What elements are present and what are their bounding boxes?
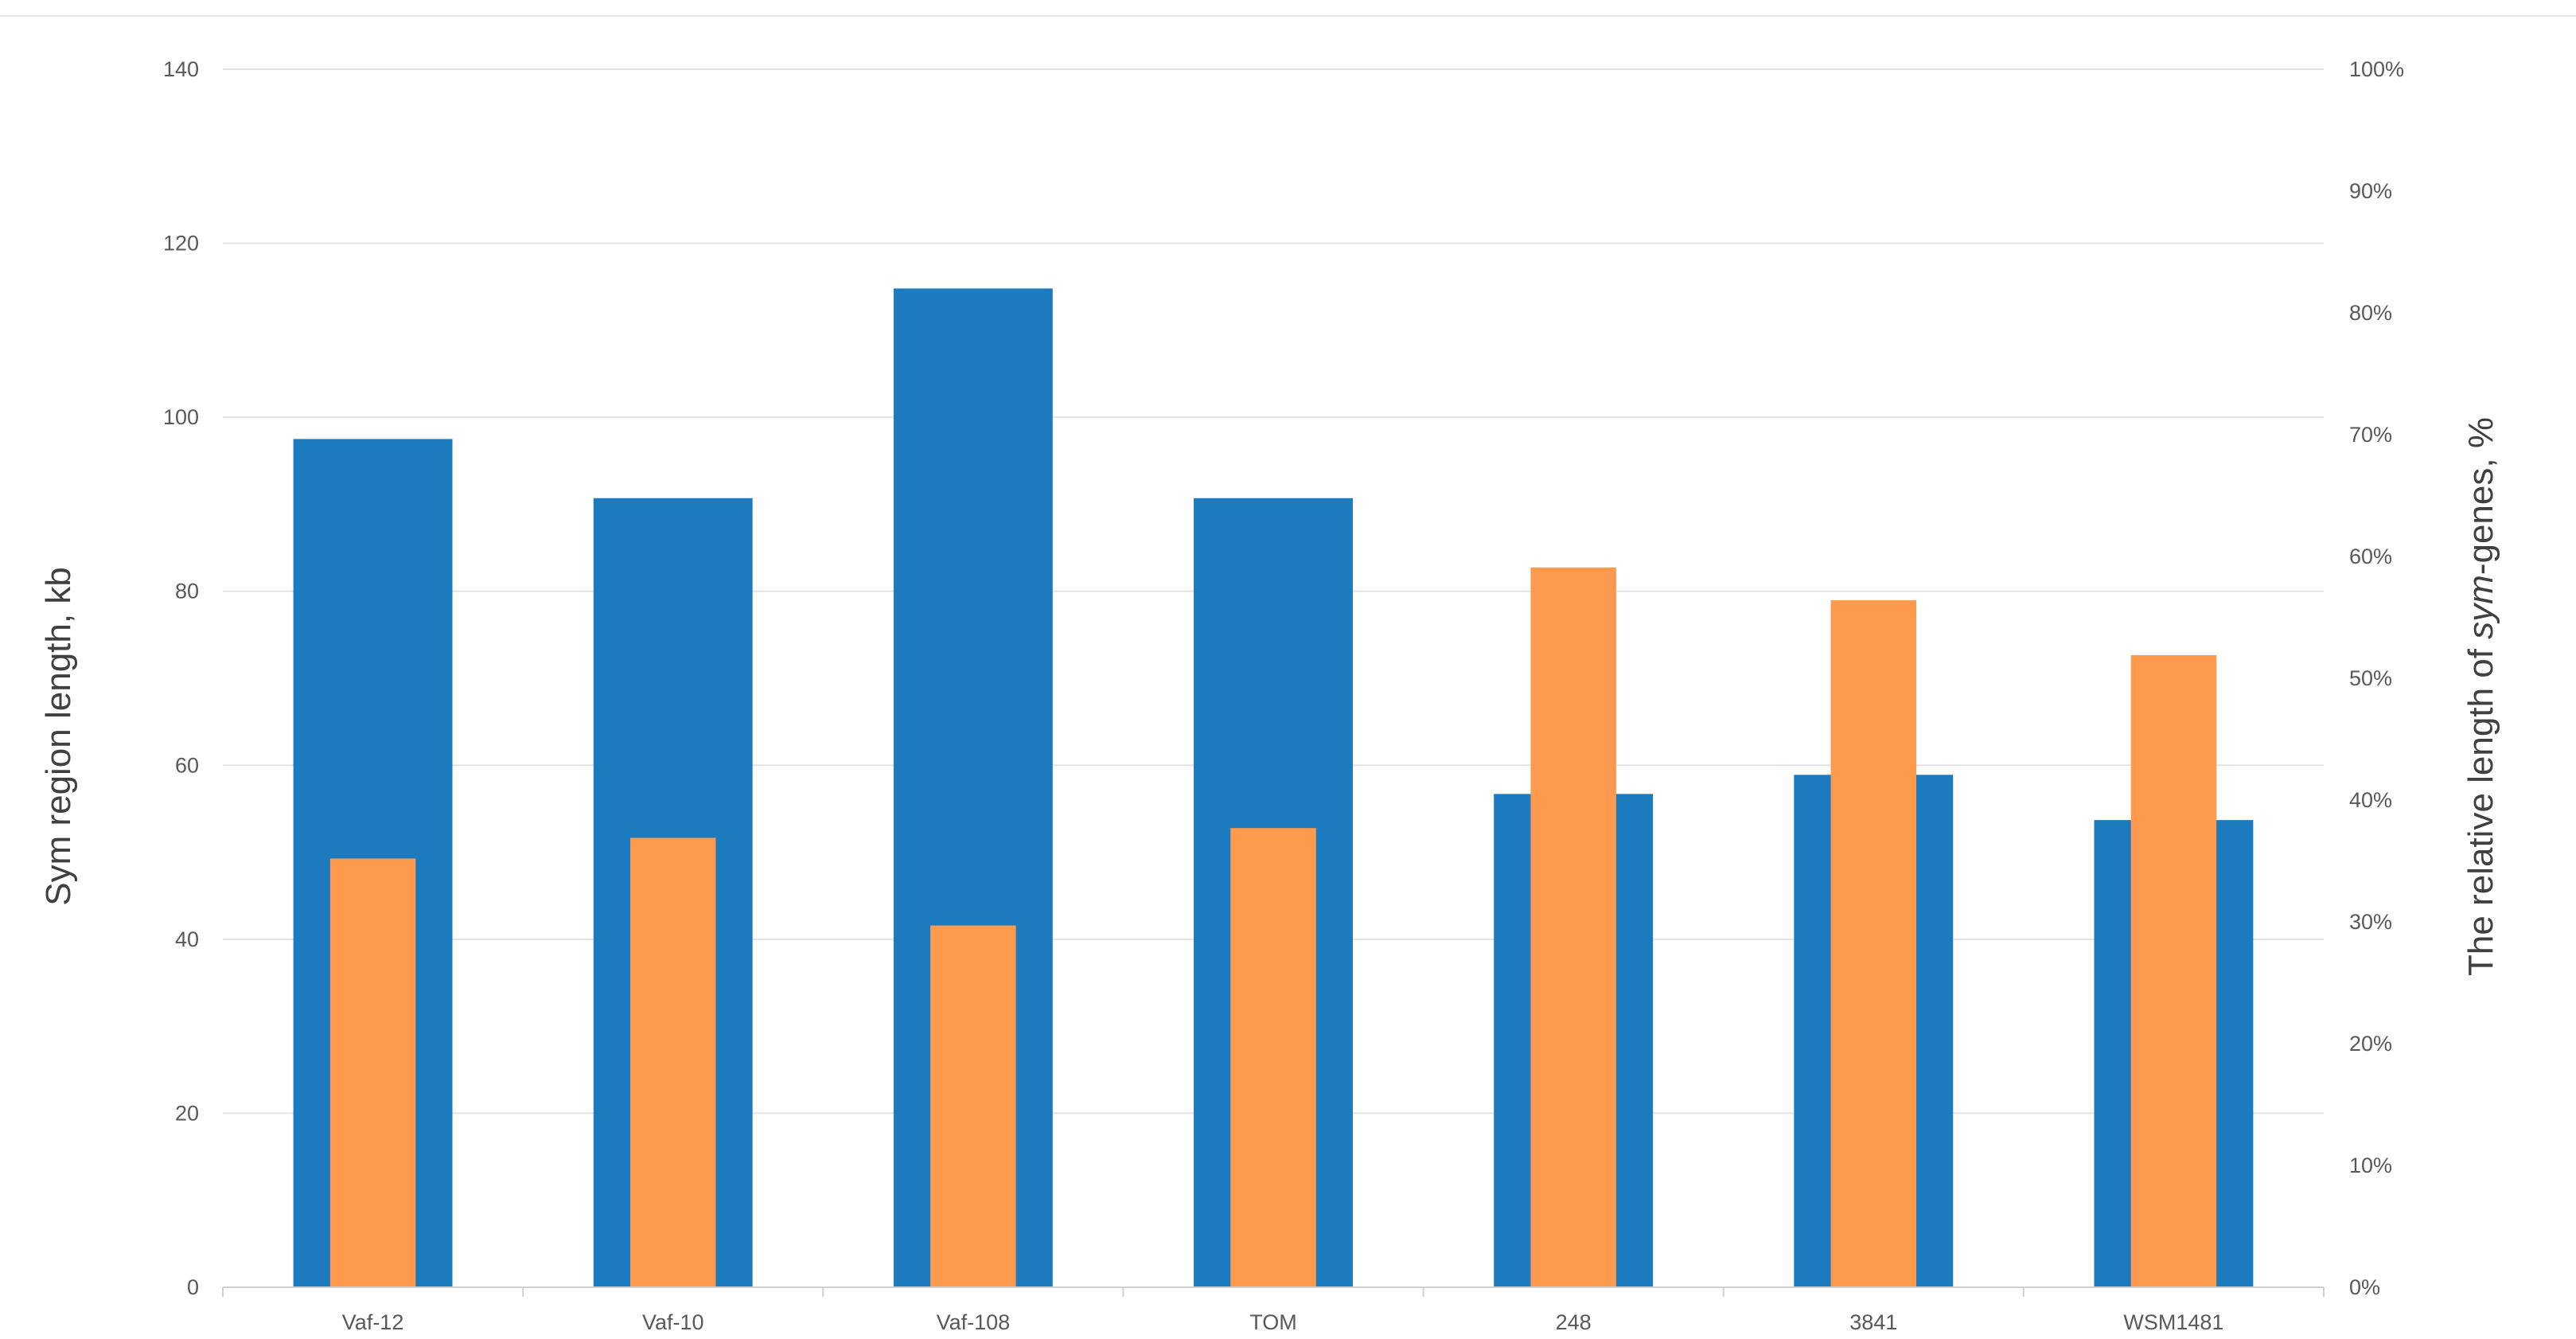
series-right-bars [329,567,2217,1287]
y2-axis-title-prefix: The relative length of [2461,639,2500,976]
y-tick-label: 40 [175,927,199,951]
y2-tick-label: 90% [2349,179,2392,203]
x-tick-label: 248 [1556,1310,1592,1334]
x-tick-label: Vaf-12 [342,1310,404,1334]
y2-tick-label: 10% [2349,1154,2392,1177]
y2-tick-label: 100% [2349,57,2404,81]
y-tick-label: 140 [163,57,199,81]
axes: 0 20 40 60 80 100 120 140 0% 10% 20% 30% 40% 50% 60% 70… [163,57,2404,1334]
bar-right-Vaf-108 [930,925,1016,1287]
y-axis-title: Sym region length, kb [39,567,78,906]
x-tick-label: 3841 [1849,1310,1897,1334]
y-tick-label: 20 [175,1101,199,1125]
y2-tick-label: 40% [2349,788,2392,812]
y-tick-label: 100 [163,405,199,429]
bar-right-WSM1481 [2130,654,2217,1287]
bar-right-TOM [1230,828,1316,1287]
y2-axis-title: The relative length of sym-genes, % [2461,417,2500,976]
y-tick-label: 60 [175,753,199,777]
y2-tick-label: 20% [2349,1032,2392,1056]
x-tick-label: TOM [1249,1310,1297,1334]
bar-right-Vaf-10 [629,837,716,1287]
x-tick-label: Vaf-10 [642,1310,704,1334]
y-tick-label: 80 [175,580,199,603]
y2-tick-label: 30% [2349,910,2392,934]
x-tick-label: Vaf-108 [937,1310,1011,1334]
y2-axis-title-italic: sym [2461,575,2500,639]
y2-tick-label: 70% [2349,423,2392,447]
y2-tick-label: 50% [2349,666,2392,690]
bar-right-3841 [1830,600,1917,1287]
y2-tick-label: 60% [2349,545,2392,568]
x-tick-label: WSM1481 [2123,1310,2223,1334]
bar-right-248 [1530,567,1616,1287]
y-tick-label: 120 [163,232,199,256]
y2-axis-title-suffix: -genes, % [2461,417,2500,575]
y2-tick-label: 0% [2349,1275,2380,1299]
y-tick-label: 0 [187,1275,199,1299]
y2-tick-label: 80% [2349,301,2392,325]
bar-right-Vaf-12 [329,858,416,1287]
